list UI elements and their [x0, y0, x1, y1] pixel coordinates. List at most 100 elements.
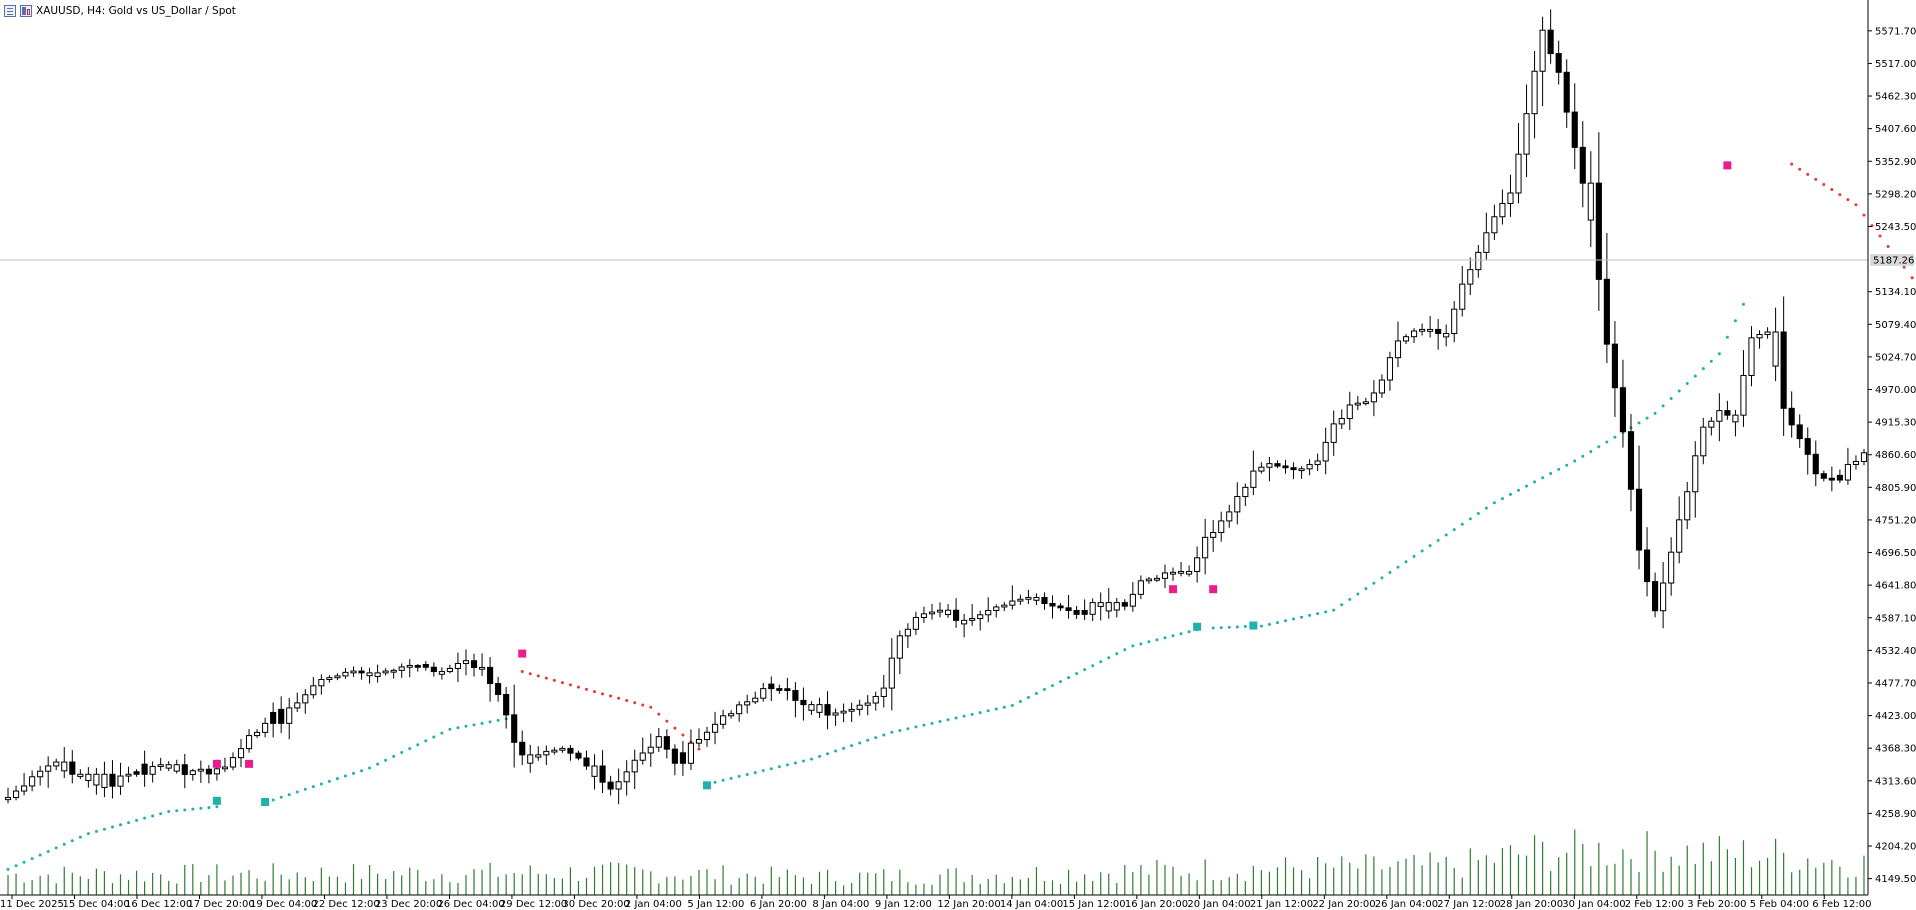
bull-candle — [1161, 572, 1169, 579]
bull-candle — [1451, 308, 1458, 334]
bull-candle — [864, 702, 871, 706]
trail-dot — [175, 809, 179, 813]
trail-dot — [86, 832, 90, 836]
trail-dot — [287, 793, 291, 797]
bull-candle — [936, 609, 944, 613]
trail-dot — [1500, 497, 1504, 501]
bull-candle — [221, 766, 229, 770]
bull-candle — [262, 722, 269, 733]
trail-dot — [384, 758, 388, 762]
trail-dot — [70, 839, 74, 843]
bull-candle — [1756, 334, 1763, 339]
trail-dot — [488, 720, 492, 724]
bear-candle — [358, 670, 365, 674]
trail-dot — [1388, 571, 1392, 575]
trail-dot — [62, 842, 66, 846]
current-price-tag — [1870, 253, 1914, 266]
list-icon[interactable] — [4, 5, 16, 17]
trail-dot — [753, 771, 757, 775]
trail-dot — [1822, 182, 1826, 186]
trail-dot — [279, 795, 283, 799]
trail-dot — [151, 814, 155, 818]
trail-dot — [970, 712, 974, 716]
trail-dot — [946, 718, 950, 722]
trail-dot — [729, 776, 733, 780]
chart-window-icon[interactable] — [20, 5, 32, 17]
trail-dot — [874, 736, 878, 740]
bull-candle — [1860, 452, 1868, 463]
trail-dot — [1243, 625, 1247, 629]
trail-dot — [1741, 302, 1745, 306]
trail-dot — [1790, 162, 1794, 166]
bull-candle — [760, 688, 767, 699]
bull-candle — [1370, 392, 1377, 403]
bear-candle — [141, 763, 148, 775]
price-tick-label: 5571.70 — [1875, 26, 1916, 37]
bull-candle — [1467, 269, 1474, 285]
bull-candle — [1218, 520, 1225, 534]
trail-dot — [906, 727, 910, 731]
bear-candle — [422, 663, 429, 668]
bull-candle — [1009, 600, 1016, 606]
trail-dot — [544, 676, 548, 680]
bull-candle — [1443, 332, 1450, 338]
trail-dot — [183, 808, 187, 812]
trail-dot — [480, 721, 484, 725]
bear-candle — [784, 688, 791, 692]
bear-candle — [487, 666, 494, 685]
bear-candle — [1652, 581, 1659, 612]
trail-dot — [1155, 638, 1159, 642]
time-tick-label: 3 Feb 20:00 — [1687, 899, 1746, 910]
time-tick-label: 11 Dec 2025 — [0, 899, 64, 910]
bull-candle — [157, 764, 164, 768]
bull-candle — [1194, 557, 1201, 572]
trail-dot — [697, 747, 701, 751]
trail-dot — [850, 744, 854, 748]
bull-candle — [1033, 596, 1040, 601]
trail-dot — [1573, 459, 1577, 463]
trail-dot — [94, 829, 98, 833]
trail-dot — [1717, 352, 1721, 356]
time-tick-label: 22 Dec 12:00 — [312, 899, 379, 910]
trail-dot — [319, 782, 323, 786]
trail-dot — [464, 724, 468, 728]
trail-dot — [914, 725, 918, 729]
trail-dot — [1806, 172, 1810, 176]
bear-candle — [1619, 387, 1627, 433]
bull-candle — [728, 713, 735, 717]
bear-candle — [1041, 596, 1048, 605]
price-tick-label: 4751.20 — [1875, 515, 1916, 526]
trail-dot — [303, 787, 307, 791]
trail-dot — [1091, 664, 1095, 668]
trail-dot — [1026, 695, 1030, 699]
trail-dot — [568, 683, 572, 687]
bull-candle — [1017, 598, 1024, 602]
bull-candle — [165, 764, 172, 769]
time-tick-label: 23 Dec 20:00 — [375, 899, 442, 910]
bear-candle — [776, 688, 783, 691]
time-tick-label: 6 Feb 12:00 — [1812, 899, 1871, 910]
trail-dot — [1034, 692, 1038, 696]
trail-dot — [400, 751, 404, 755]
trail-dot — [809, 757, 813, 761]
bear-candle — [1555, 53, 1562, 73]
trail-dot — [271, 798, 275, 802]
bear-candle — [768, 683, 775, 690]
bear-candle — [1435, 328, 1442, 334]
trail-dot — [1372, 581, 1376, 585]
trail-dot — [1693, 374, 1697, 378]
price-axis[interactable]: 5571.70 5517.00 5462.30 5407.60 5352.90 5298.… — [1867, 0, 1916, 895]
trail-dot — [1324, 610, 1328, 614]
bull-candle — [1186, 570, 1193, 575]
bull-candle — [213, 768, 220, 775]
bull-candle — [1105, 602, 1112, 612]
bull-candle — [1266, 463, 1273, 468]
trail-dot — [1275, 621, 1279, 625]
bull-candle — [912, 616, 919, 630]
trail-dot — [1444, 533, 1448, 537]
trail-dot — [1002, 705, 1006, 709]
bear-candle — [792, 690, 799, 701]
bull-candle — [189, 770, 196, 775]
